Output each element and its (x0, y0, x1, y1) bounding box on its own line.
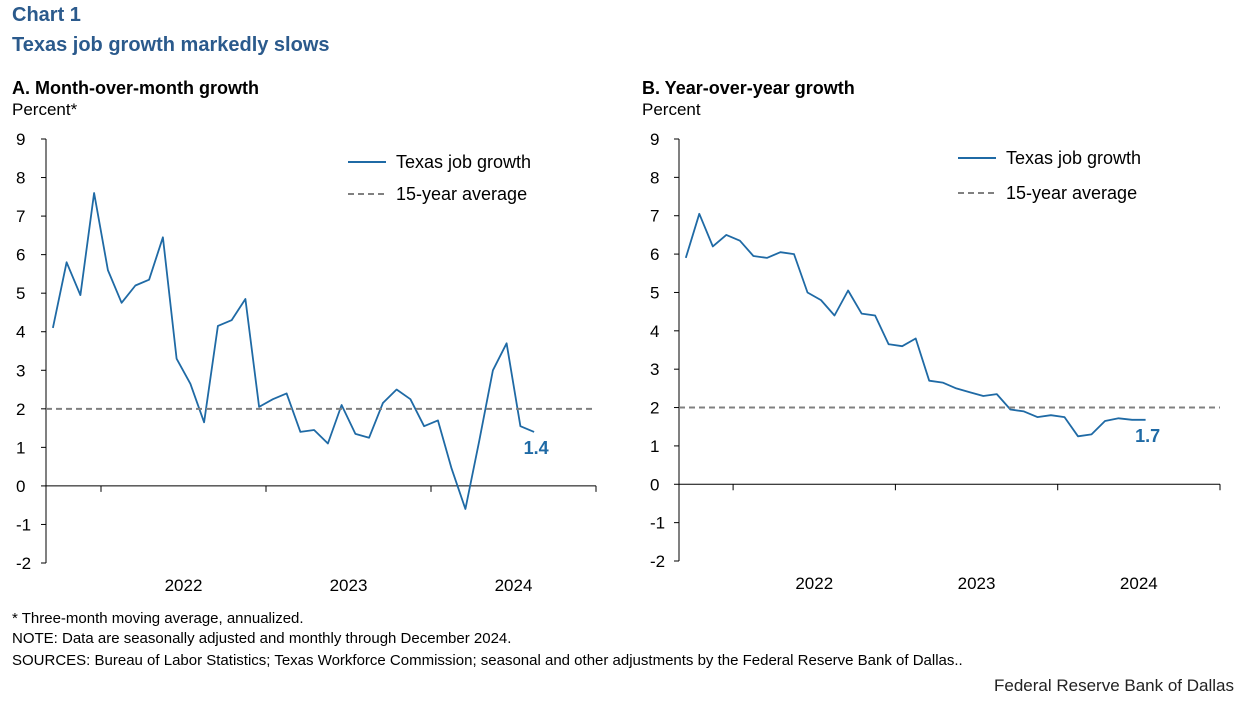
x-tick-label: 2022 (165, 576, 203, 595)
panel-b-unit: Percent (642, 100, 701, 119)
y-tick-label: 0 (16, 477, 25, 496)
end-value-label: 1.7 (1135, 426, 1160, 446)
job-growth-line (684, 212, 1146, 438)
brand-name: Federal Reserve Bank of Dallas (993, 676, 1234, 695)
y-tick-label: 2 (16, 400, 25, 419)
footnote: * Three-month moving average, annualized… (12, 610, 304, 627)
y-tick-label: 0 (650, 475, 659, 494)
note: NOTE: Data are seasonally adjusted and m… (12, 630, 512, 647)
sources: SOURCES: Bureau of Labor Statistics; Tex… (12, 652, 963, 669)
y-tick-label: 6 (16, 246, 25, 265)
y-tick-label: 4 (16, 323, 25, 342)
legend-label-average: 15-year average (396, 184, 527, 204)
panel-a-unit: Percent* (12, 100, 78, 119)
legend-label-average: 15-year average (1006, 183, 1137, 203)
y-tick-label: 8 (16, 169, 25, 188)
x-tick-label: 2024 (1120, 574, 1158, 593)
y-tick-label: 5 (650, 283, 659, 302)
panel-a-title: A. Month-over-month growth (12, 78, 259, 98)
y-tick-label: 8 (650, 168, 659, 187)
y-tick-label: 4 (650, 322, 659, 341)
y-tick-label: -2 (16, 554, 31, 573)
chart-title: Texas job growth markedly slows (12, 34, 330, 56)
y-tick-label: -2 (650, 552, 665, 571)
y-tick-label: 3 (650, 360, 659, 379)
chart-number: Chart 1 (12, 4, 81, 26)
x-tick-label: 2023 (330, 576, 368, 595)
panel-b-chart: -2 -1 0 1 2 3 4 5 6 7 8 9 2022 2023 2024 1.7 Texas job g… (650, 130, 1221, 593)
job-growth-line (52, 192, 535, 510)
y-tick-label: 9 (16, 130, 25, 149)
y-tick-label: -1 (16, 515, 31, 534)
y-tick-label: 2 (650, 399, 659, 418)
y-tick-label: 1 (16, 438, 25, 457)
y-tick-label: 5 (16, 284, 25, 303)
x-tick-label: 2022 (795, 574, 833, 593)
y-tick-label: 7 (16, 207, 25, 226)
y-tick-label: -1 (650, 514, 665, 533)
y-tick-label: 6 (650, 245, 659, 264)
panel-a-chart: -2 -1 0 1 2 3 4 5 6 7 8 9 2022 2023 2024 1.4 Texas job g… (16, 130, 597, 595)
y-tick-label: 9 (650, 130, 659, 149)
panel-b-title: B. Year-over-year growth (642, 78, 855, 98)
legend-label-job-growth: Texas job growth (1006, 148, 1141, 168)
x-tick-label: 2024 (495, 576, 533, 595)
y-tick-label: 7 (650, 207, 659, 226)
y-tick-label: 1 (650, 437, 659, 456)
legend-label-job-growth: Texas job growth (396, 152, 531, 172)
y-tick-label: 3 (16, 361, 25, 380)
end-value-label: 1.4 (524, 438, 549, 458)
x-tick-label: 2023 (958, 574, 996, 593)
